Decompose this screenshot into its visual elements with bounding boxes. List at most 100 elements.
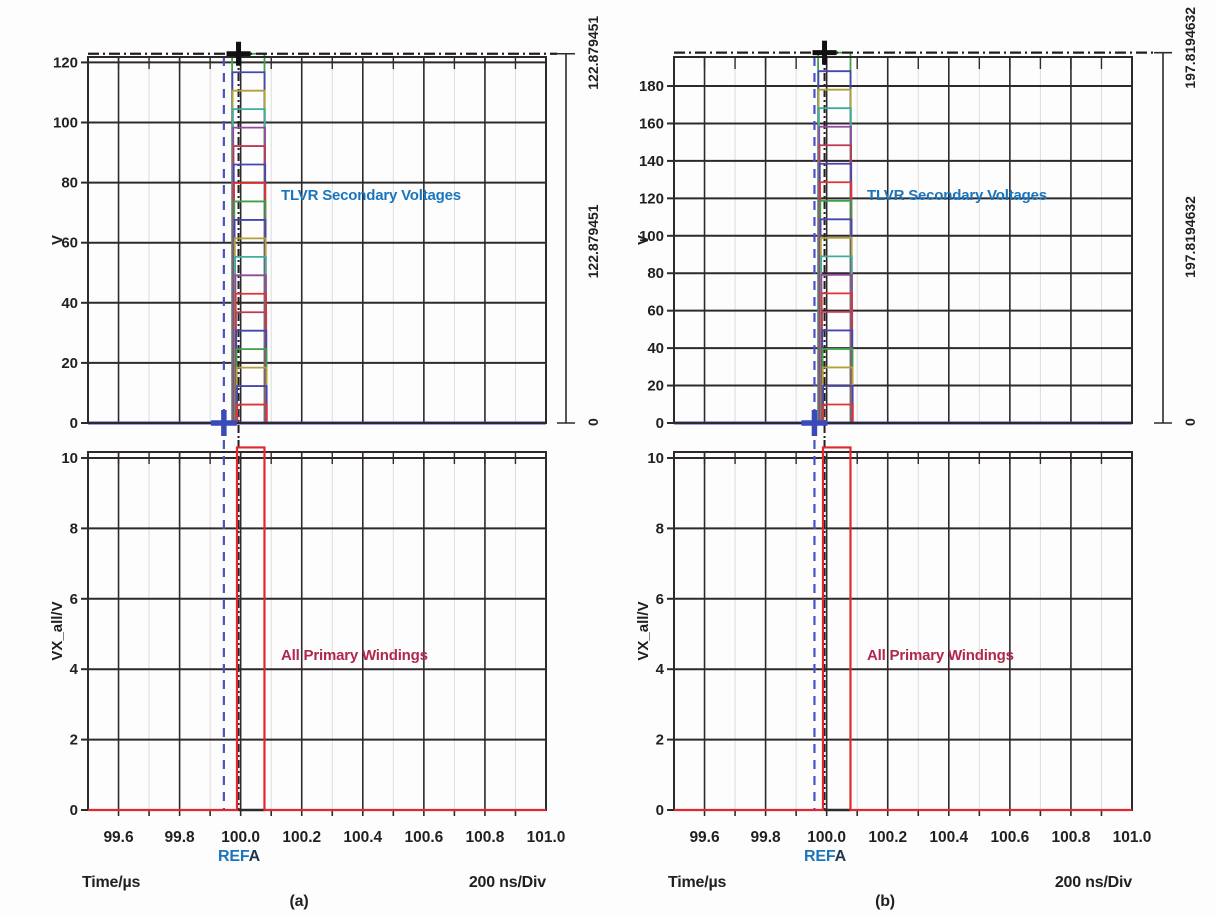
y-tick-label: 0 xyxy=(656,802,664,819)
y-tick-label: 2 xyxy=(656,732,664,749)
y-axis-label: VX_all/V xyxy=(49,601,66,660)
y-tick-label: 10 xyxy=(647,450,664,467)
plot-frame xyxy=(87,451,547,811)
secondary-traces xyxy=(817,51,854,423)
x-tick-label: 101.0 xyxy=(527,829,566,846)
y-tick-label: 6 xyxy=(70,591,78,608)
secondary-voltages-chart-b: 0 20 40 60 80 100 120 140 160 180 197.8194632 197.8… xyxy=(635,7,1198,440)
y-tick-label: 8 xyxy=(70,520,78,537)
ruler-zero-label: 0 xyxy=(585,418,601,426)
plot-frame xyxy=(673,451,1133,811)
secondary-trace xyxy=(236,403,268,423)
y-tick-label: 4 xyxy=(70,661,79,678)
x-tick-label: 100.0 xyxy=(807,829,846,846)
time-per-div-label: 200 ns/Div xyxy=(1054,874,1132,891)
secondary-chart-title: TLVR Secondary Voltages xyxy=(867,187,1047,204)
panel-caption: (b) xyxy=(875,893,895,910)
x-tick-label: 100.2 xyxy=(868,829,907,846)
grid xyxy=(667,452,1132,816)
x-tick-label: 99.6 xyxy=(689,829,720,846)
y-tick-label: 60 xyxy=(61,235,78,252)
x-tick-label: 100.2 xyxy=(282,829,321,846)
ref-cursor-crosshair xyxy=(210,410,237,436)
y-tick-label: 120 xyxy=(53,54,78,71)
y-tick-label: 40 xyxy=(61,295,78,312)
time-axis-label: Time/µs xyxy=(82,874,141,891)
primary-windings-chart-b: 0 2 4 6 8 10 99.6 99.8 100.0 100.2 100.4 100.6 100.8… xyxy=(635,440,1152,846)
ruler-top-label: 197.8194632 xyxy=(1182,7,1198,89)
time-per-div-label: 200 ns/Div xyxy=(468,874,546,891)
ref-cursor-crosshair xyxy=(801,410,828,436)
x-tick-label: 100.6 xyxy=(990,829,1029,846)
primary-trace xyxy=(88,446,546,812)
x-tick-label: 100.4 xyxy=(343,829,382,846)
x-tick-label: 99.6 xyxy=(103,829,134,846)
y-tick-label: 0 xyxy=(70,415,78,432)
secondary-trace xyxy=(234,255,267,423)
y-axis-label: V xyxy=(635,235,652,245)
grid xyxy=(81,57,546,424)
y-tick-label: 0 xyxy=(70,802,78,819)
time-axis-label: Time/µs xyxy=(668,874,727,891)
grid xyxy=(81,452,546,816)
x-tick-label: 101.0 xyxy=(1113,829,1152,846)
panel-caption: (a) xyxy=(289,893,309,910)
a-cursor-label: A xyxy=(248,848,261,865)
secondary-trace xyxy=(820,255,853,423)
a-cursor-crosshair xyxy=(812,40,837,65)
a-cursor-label: A xyxy=(834,848,847,865)
ref-a-cursor-label: REFA xyxy=(804,848,846,866)
y-tick-label: 60 xyxy=(647,303,664,320)
ruler-top-label: 122.879451 xyxy=(585,16,601,90)
x-tick-label: 100.8 xyxy=(466,829,505,846)
primary-chart-title: All Primary Windings xyxy=(281,647,428,664)
y-tick-label: 80 xyxy=(647,265,664,282)
x-tick-label: 100.6 xyxy=(404,829,443,846)
measurement-ruler xyxy=(557,52,575,424)
x-tick-label: 100.8 xyxy=(1052,829,1091,846)
ruler-delta-label: 197.8194632 xyxy=(1182,196,1198,278)
y-axis-label: V xyxy=(49,235,66,245)
secondary-traces xyxy=(231,52,268,423)
y-tick-label: 20 xyxy=(647,378,664,395)
y-tick-label: 20 xyxy=(61,355,78,372)
y-tick-label: 80 xyxy=(61,175,78,192)
x-tick-label: 100.4 xyxy=(929,829,968,846)
ref-a-cursor-label: REFA xyxy=(218,848,260,866)
y-tick-label: 40 xyxy=(647,340,664,357)
y-tick-label: 4 xyxy=(656,661,665,678)
ruler-zero-label: 0 xyxy=(1182,418,1198,426)
ruler-delta-label: 122.879451 xyxy=(585,204,601,278)
primary-trace xyxy=(674,446,1132,812)
secondary-trace xyxy=(822,403,854,423)
primary-windings-chart-a: 0 2 4 6 8 10 99.6 99.8 100.0 100.2 100.4 100.6 100.8… xyxy=(49,440,566,846)
y-tick-label: 140 xyxy=(639,153,664,170)
ref-cursor-label: REF xyxy=(218,848,249,865)
y-tick-label: 100 xyxy=(53,115,78,132)
measurement-ruler xyxy=(1154,51,1172,424)
y-tick-label: 0 xyxy=(656,415,664,432)
y-tick-label: 120 xyxy=(639,190,664,207)
y-tick-label: 100 xyxy=(639,228,664,245)
secondary-chart-title: TLVR Secondary Voltages xyxy=(281,187,461,204)
y-tick-label: 6 xyxy=(656,591,664,608)
a-cursor-crosshair xyxy=(226,41,251,66)
secondary-voltages-chart-a: 0 20 40 60 80 100 120 122.879451 122.879451 0 V xyxy=(49,16,601,440)
panel-a: 0 20 40 60 80 100 120 122.879451 122.879451 0 V 0 2… xyxy=(49,16,601,910)
y-tick-label: 2 xyxy=(70,732,78,749)
grid xyxy=(667,57,1132,424)
y-tick-label: 8 xyxy=(656,520,664,537)
plot-frame xyxy=(87,56,547,424)
x-tick-label: 99.8 xyxy=(751,829,782,846)
y-tick-label: 160 xyxy=(639,115,664,132)
plot-frame xyxy=(673,56,1133,424)
panel-b: 0 20 40 60 80 100 120 140 160 180 197.8194632 197.8… xyxy=(608,0,1216,914)
y-tick-label: 10 xyxy=(61,450,78,467)
ref-cursor-label: REF xyxy=(804,848,835,865)
y-axis-label: VX_all/V xyxy=(635,601,652,660)
primary-chart-title: All Primary Windings xyxy=(867,647,1014,664)
x-tick-label: 99.8 xyxy=(165,829,196,846)
y-tick-label: 180 xyxy=(639,78,664,95)
x-tick-label: 100.0 xyxy=(221,829,260,846)
